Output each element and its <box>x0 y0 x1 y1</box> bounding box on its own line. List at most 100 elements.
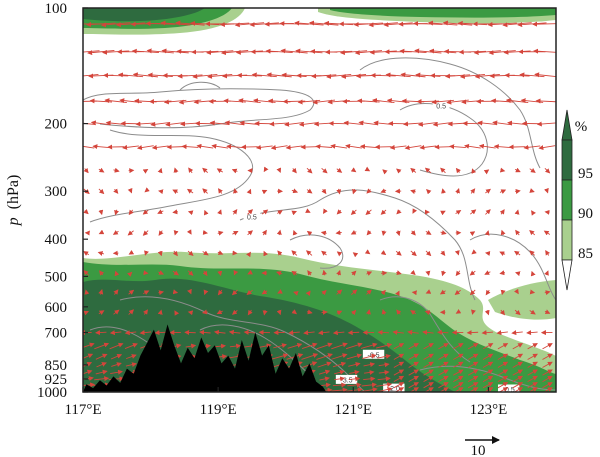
wind-vector <box>83 342 95 348</box>
wind-vector <box>172 250 178 257</box>
wind-vector <box>199 329 211 335</box>
wind-vector <box>483 387 494 392</box>
wind-vector <box>291 250 298 256</box>
wind-vector <box>471 168 477 174</box>
wind-vector <box>513 288 519 295</box>
wind-vector <box>151 144 169 150</box>
wind-vector <box>336 289 343 295</box>
wind-vector <box>499 209 505 215</box>
wind-vector <box>303 330 315 336</box>
wind-vector <box>429 48 457 54</box>
wind-vector <box>186 188 194 194</box>
wind-vector <box>542 343 553 350</box>
wind-vector <box>345 143 362 149</box>
wind-vector <box>246 188 252 195</box>
wind-vector <box>499 251 506 257</box>
wind-vector <box>467 375 479 383</box>
wind-vector <box>416 99 440 105</box>
wind-vector <box>399 48 427 54</box>
wind-vector <box>350 229 357 235</box>
wind-vector <box>498 387 509 392</box>
wind-vector <box>83 310 89 316</box>
wind-vector <box>366 271 373 276</box>
colorbar-segment <box>561 219 573 261</box>
wind-vector <box>113 167 120 173</box>
plot-frame <box>82 7 557 393</box>
wind-vector <box>500 229 506 236</box>
wind-vector <box>363 376 376 382</box>
wind-vector <box>378 369 390 375</box>
wind-vector <box>497 361 509 368</box>
wind-vector <box>423 361 434 368</box>
wind-vector <box>378 362 390 368</box>
contour-line <box>239 189 476 301</box>
wind-vector <box>464 143 481 149</box>
wind-vector <box>458 49 487 55</box>
wind-vector <box>111 362 122 367</box>
y-tick-label: 300 <box>45 184 68 200</box>
wind-vector <box>404 145 422 151</box>
wind-vector <box>207 73 233 79</box>
y-tick-label: 1000 <box>37 385 67 401</box>
wind-vector <box>336 209 342 215</box>
wind-vector <box>114 209 119 216</box>
wind-vector <box>527 343 538 350</box>
wind-vector <box>499 270 506 276</box>
colorbar-segments <box>561 109 573 291</box>
wind-vector <box>511 330 523 336</box>
wind-vector <box>235 49 264 55</box>
wind-vector <box>334 369 345 375</box>
contour-line <box>179 81 221 91</box>
wind-vector <box>469 289 476 296</box>
wind-vector <box>321 188 327 195</box>
wind-vector <box>410 250 417 257</box>
wind-vector <box>385 72 411 78</box>
wind-vector <box>285 144 303 150</box>
wind-vector <box>512 361 524 368</box>
wind-vector <box>84 289 90 295</box>
wind-vector <box>364 369 375 375</box>
wind-vector <box>217 250 224 255</box>
wind-vector <box>307 270 313 276</box>
wind-vector <box>484 309 490 316</box>
wind-vector <box>316 342 333 350</box>
wind-vector <box>147 72 173 78</box>
wind-vector <box>336 167 343 173</box>
wind-vector <box>277 289 283 294</box>
wind-vector <box>132 72 158 78</box>
wind-vector <box>393 343 405 350</box>
wind-vector <box>528 387 538 392</box>
wind-vector <box>233 269 239 276</box>
wind-vector <box>276 309 282 316</box>
wind-vector <box>98 188 105 195</box>
wind-vector <box>336 188 342 195</box>
wind-vector <box>291 210 297 216</box>
wind-vector <box>282 99 306 105</box>
wind-vector <box>512 343 524 350</box>
wind-vector <box>247 269 253 275</box>
wind-vector <box>519 72 545 78</box>
wind-vector <box>83 270 90 276</box>
wind-vector <box>410 189 416 195</box>
wind-vector <box>408 375 420 383</box>
wind-vector <box>515 189 521 194</box>
wind-vector <box>266 72 292 78</box>
colorbar-labels: 95 90 85 <box>578 166 593 262</box>
wind-vector <box>346 387 363 392</box>
wind-vector <box>503 49 531 55</box>
wind-vector <box>83 145 95 149</box>
y-tick-label: 700 <box>45 326 68 342</box>
wind-vector <box>196 143 214 149</box>
wind-vector <box>499 309 505 316</box>
wind-vector <box>276 167 282 174</box>
wind-vector <box>393 375 405 383</box>
wind-vector <box>172 289 179 295</box>
wind-vector <box>527 369 538 376</box>
wind-vector <box>306 167 313 174</box>
x-axis: 117°E 119°E 121°E 123°E <box>64 387 507 418</box>
wind-vector <box>376 382 393 388</box>
wind-vector <box>471 249 477 255</box>
wind-vector <box>543 187 549 194</box>
wind-vector <box>375 342 393 349</box>
y-tick-label: 100 <box>45 1 68 17</box>
